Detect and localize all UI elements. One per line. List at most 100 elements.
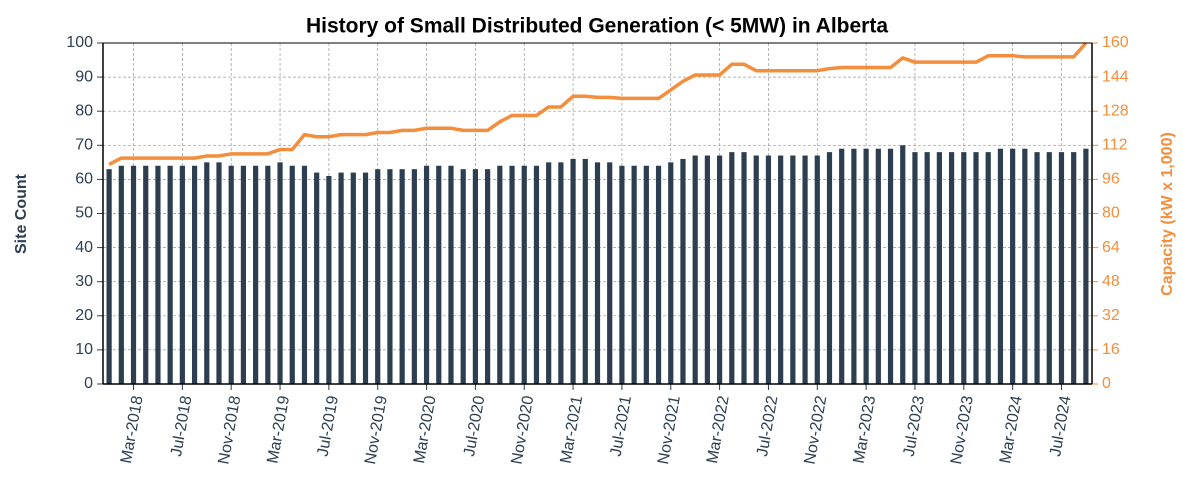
chart-title: History of Small Distributed Generation …	[306, 15, 888, 38]
line	[108, 41, 1088, 167]
bar	[607, 162, 613, 384]
y-tick-label: 70	[75, 137, 93, 154]
x-tick-label: Nov-2020	[509, 394, 538, 465]
bar	[863, 148, 869, 384]
bar	[204, 162, 210, 384]
bar	[546, 162, 552, 384]
y-tick-label: 30	[75, 273, 93, 290]
x-tick-label: Jul-2020	[461, 394, 488, 457]
bar	[179, 165, 185, 384]
bar	[680, 158, 686, 384]
bar	[326, 175, 332, 384]
y-tick-label: 90	[75, 68, 93, 85]
bar	[668, 162, 674, 384]
bar	[350, 172, 356, 384]
bar	[460, 169, 466, 384]
x-tick-label: Jul-2024	[1047, 394, 1074, 457]
x-tick-label: Mar-2024	[997, 394, 1026, 464]
y2-tick-label: 48	[1102, 273, 1120, 290]
bar	[277, 162, 283, 384]
x-tick-label: Nov-2021	[655, 394, 684, 465]
x-tick-label: Mar-2020	[411, 394, 440, 464]
bar	[582, 158, 588, 384]
x-tick-label: Nov-2018	[216, 394, 245, 465]
bar	[741, 152, 747, 384]
bar	[753, 155, 759, 384]
bar	[643, 165, 649, 384]
y2-tick-label: 0	[1102, 375, 1111, 392]
bar	[997, 148, 1004, 384]
bar	[729, 152, 735, 384]
y-tick-label: 80	[75, 102, 93, 119]
y-tick-label: 0	[84, 375, 93, 392]
x-tick-label: Jul-2018	[168, 394, 195, 457]
bar	[900, 145, 906, 384]
bar	[1058, 152, 1065, 384]
x-tick-label: Nov-2019	[362, 394, 391, 465]
bar	[228, 165, 234, 384]
bar	[362, 172, 369, 384]
bar	[167, 165, 173, 384]
y-axis-label: Site Count	[13, 173, 30, 254]
bar	[790, 155, 796, 384]
bar	[973, 152, 979, 384]
x-tick-label: Mar-2021	[558, 394, 587, 464]
bar	[387, 169, 393, 384]
y2-tick-label: 96	[1102, 171, 1120, 188]
bar	[570, 158, 576, 384]
bar	[802, 155, 808, 384]
bar	[936, 152, 942, 384]
y-tick-label: 50	[75, 205, 93, 222]
bar	[704, 155, 710, 384]
bar	[826, 152, 833, 384]
bar	[411, 169, 417, 384]
bar	[191, 165, 198, 384]
bar	[314, 172, 320, 384]
y-tick-label: 40	[75, 239, 93, 256]
bar	[887, 148, 894, 384]
bar	[240, 165, 247, 384]
bar	[423, 165, 430, 384]
y2-tick-label: 16	[1102, 341, 1120, 358]
y2-tick-label: 80	[1102, 205, 1120, 222]
x-tick-label: Mar-2022	[704, 394, 733, 464]
bar	[912, 152, 918, 384]
x-tick-label: Mar-2018	[118, 394, 147, 464]
bar	[875, 148, 881, 384]
bar	[985, 152, 991, 384]
x-tick-label: Jul-2019	[315, 394, 342, 457]
x-tick-label: Nov-2022	[802, 394, 831, 465]
bar	[594, 162, 601, 384]
bar	[448, 165, 454, 384]
bar	[399, 169, 405, 384]
bar	[143, 165, 149, 384]
bar	[509, 165, 515, 384]
bar	[216, 162, 222, 384]
bar	[961, 152, 967, 384]
bar	[106, 169, 112, 384]
bar	[839, 148, 845, 384]
y2-tick-label: 32	[1102, 307, 1120, 324]
x-tick-label: Jul-2022	[754, 394, 781, 457]
bar	[558, 162, 564, 384]
bar	[253, 165, 259, 384]
bar	[1034, 152, 1040, 384]
y-tick-label: 60	[75, 171, 93, 188]
y-tick-label: 20	[75, 307, 93, 324]
bar	[338, 172, 344, 384]
bar	[155, 165, 161, 384]
bar	[375, 169, 381, 384]
bar	[289, 165, 295, 384]
x-tick-label: Mar-2023	[851, 394, 880, 464]
x-tick-label: Mar-2019	[265, 394, 294, 464]
x-tick-label: Nov-2023	[948, 394, 977, 465]
bar	[301, 165, 308, 384]
bar	[1071, 152, 1077, 384]
y-tick-label: 100	[66, 34, 93, 51]
bar	[948, 152, 955, 384]
bar	[778, 155, 784, 384]
y2-tick-label: 160	[1102, 34, 1129, 51]
y2-tick-label: 64	[1102, 239, 1120, 256]
y2-tick-label: 128	[1102, 102, 1129, 119]
